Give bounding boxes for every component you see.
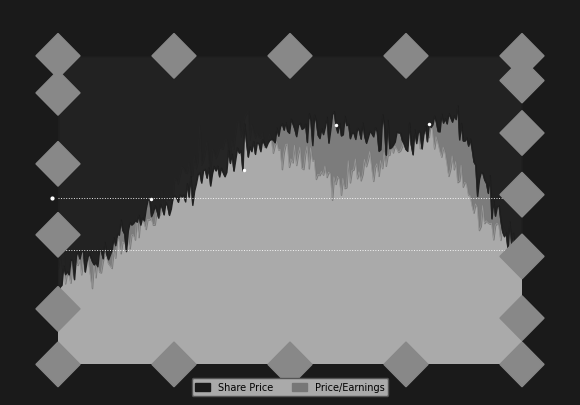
Polygon shape bbox=[36, 71, 80, 116]
Polygon shape bbox=[152, 34, 196, 79]
Polygon shape bbox=[384, 342, 428, 387]
Polygon shape bbox=[36, 142, 80, 187]
Polygon shape bbox=[500, 342, 544, 387]
Polygon shape bbox=[500, 173, 544, 217]
Legend: Share Price, Price/Earnings: Share Price, Price/Earnings bbox=[191, 378, 389, 396]
Text: 2017: 2017 bbox=[160, 389, 188, 399]
Polygon shape bbox=[36, 287, 80, 331]
Polygon shape bbox=[384, 34, 428, 79]
Polygon shape bbox=[268, 342, 312, 387]
Polygon shape bbox=[268, 34, 312, 79]
Polygon shape bbox=[500, 111, 544, 156]
Text: 2018: 2018 bbox=[276, 389, 304, 399]
Polygon shape bbox=[500, 296, 544, 341]
Text: 2020: 2020 bbox=[508, 389, 536, 399]
Text: 2016: 2016 bbox=[44, 389, 72, 399]
Polygon shape bbox=[500, 34, 544, 79]
Polygon shape bbox=[36, 34, 80, 79]
Polygon shape bbox=[152, 342, 196, 387]
Polygon shape bbox=[36, 342, 80, 387]
Polygon shape bbox=[500, 59, 544, 104]
Text: 2019: 2019 bbox=[392, 389, 420, 399]
Polygon shape bbox=[36, 213, 80, 258]
Polygon shape bbox=[500, 234, 544, 279]
